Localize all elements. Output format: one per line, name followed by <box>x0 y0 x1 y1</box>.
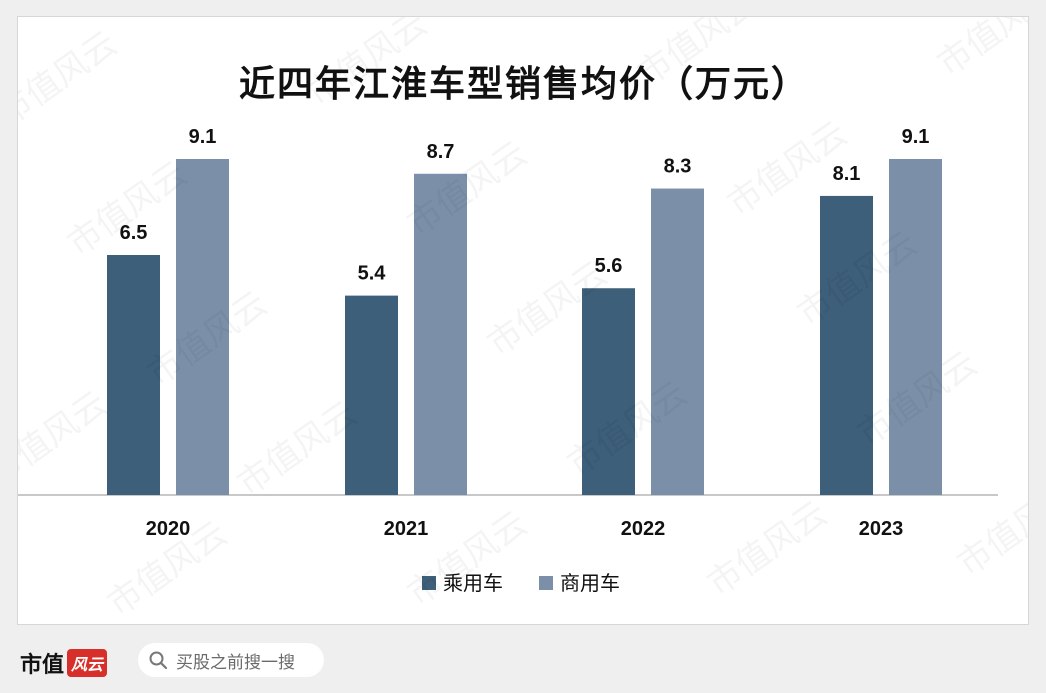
legend-label-2: 商用车 <box>560 571 620 595</box>
chart-title: 近四年江淮车型销售均价（万元） <box>238 64 809 105</box>
data-label-2020-1: 6.5 <box>120 222 148 244</box>
legend-label-1: 乘用车 <box>443 571 503 595</box>
bar-2021-1 <box>345 295 398 495</box>
bar-2021-2 <box>414 173 467 495</box>
brand-name: 市值 <box>20 652 65 678</box>
brand-logo[interactable]: 市值 风云 <box>20 647 108 679</box>
bar-2023-2 <box>889 159 942 495</box>
bar-2020-1 <box>107 255 160 495</box>
bar-2022-2 <box>651 188 704 496</box>
legend-swatch-1 <box>422 576 436 590</box>
data-label-2022-1: 5.6 <box>595 255 623 277</box>
legend-swatch-2 <box>539 576 553 590</box>
search-placeholder: 买股之前搜一搜 <box>176 652 295 673</box>
footer: 市值 风云 买股之前搜一搜 <box>0 625 1046 693</box>
bar-2020-2 <box>176 159 229 495</box>
chart-card: 近四年江淮车型销售均价（万元） 6.5 9.1 2020 5.4 8.7 2021 5.6 8… <box>17 16 1029 625</box>
data-label-2021-1: 5.4 <box>358 263 387 285</box>
data-label-2021-2: 8.7 <box>427 141 455 163</box>
x-tick-label-2023: 2023 <box>859 518 904 540</box>
x-tick-label-2020: 2020 <box>146 518 191 540</box>
x-tick-label-2022: 2022 <box>621 518 666 540</box>
bar-chart: 6.5 9.1 2020 5.4 8.7 2021 5.6 8.3 2022 8.1 9.1 2023… <box>18 126 998 595</box>
bar-2023-1 <box>820 195 873 495</box>
data-label-2023-2: 9.1 <box>902 126 930 148</box>
data-label-2020-2: 9.1 <box>189 126 217 148</box>
data-label-2022-2: 8.3 <box>664 156 692 178</box>
search-box[interactable]: 买股之前搜一搜 <box>138 643 324 677</box>
data-label-2023-1: 8.1 <box>833 163 861 185</box>
magnifier-icon <box>149 651 168 670</box>
bar-2022-1 <box>582 288 635 495</box>
x-tick-label-2021: 2021 <box>384 518 429 540</box>
brand-seal: 风云 <box>67 649 108 677</box>
